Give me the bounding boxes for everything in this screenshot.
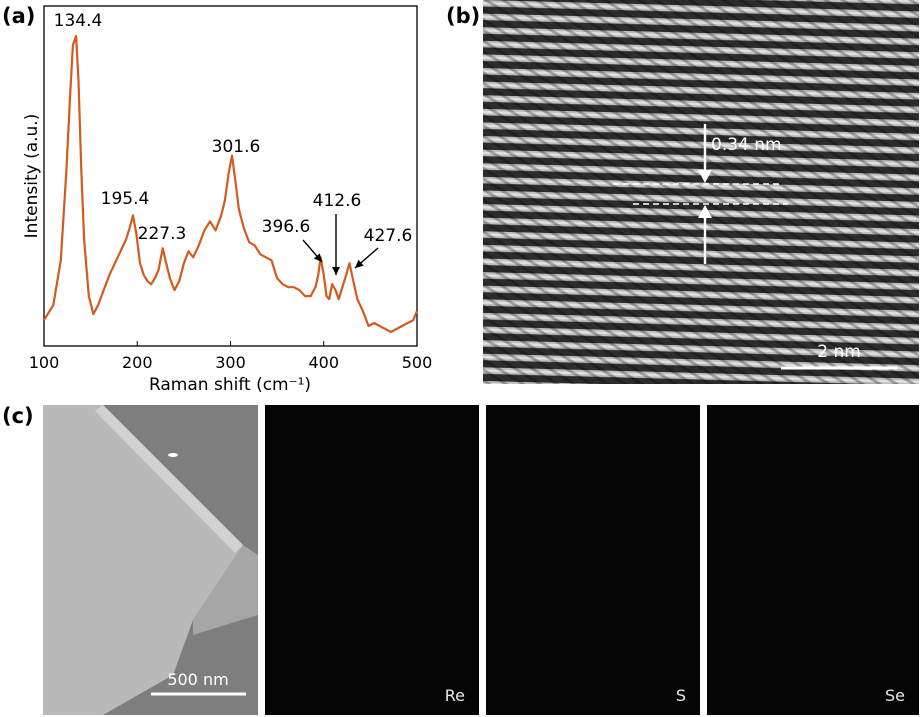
panel-label-c: (c) (2, 404, 34, 428)
eds-map-s-label: S (675, 686, 686, 705)
peak-arrowhead (332, 267, 340, 275)
x-tick-label: 300 (215, 353, 246, 372)
flake-step (193, 545, 258, 635)
eds-map-re-label: Re (444, 686, 465, 705)
hrtem-image: 0.34 nm 2 nm (483, 0, 919, 384)
hrtem-scale-label: 2 nm (817, 342, 861, 362)
raman-chart: 100 200 300 400 500 134.4 195.4 227.3 301.6 396.… (22, 5, 433, 395)
peak-label: 195.4 (101, 189, 150, 209)
eds-map-se-label: Se (885, 686, 905, 705)
peak-label: 427.6 (364, 226, 413, 246)
x-tick-label: 100 (29, 353, 60, 372)
peak-label: 301.6 (212, 137, 261, 157)
x-tick-label: 500 (402, 353, 433, 372)
peak-label: 412.6 (313, 191, 362, 211)
peak-arrowhead (313, 253, 322, 262)
x-tick-label: 400 (308, 353, 339, 372)
panel-label-a: (a) (2, 4, 36, 28)
eds-map-re: Re (265, 405, 479, 715)
sem-scale-label: 500 nm (167, 670, 228, 689)
x-axis-label: Raman shift (cm⁻¹) (149, 375, 311, 395)
peak-label: 396.6 (262, 217, 311, 237)
y-axis-label: Intensity (a.u.) (22, 114, 42, 239)
plot-frame (43, 5, 418, 347)
peak-label: 227.3 (138, 224, 187, 244)
x-axis-ticks: 100 200 300 400 500 (29, 341, 433, 372)
peak-arrowhead (355, 259, 364, 268)
eds-map-s: S (486, 405, 700, 715)
lattice-texture (483, 0, 919, 384)
peak-label: 134.4 (54, 11, 103, 31)
panel-label-b: (b) (446, 4, 481, 28)
lattice-spacing-label: 0.34 nm (711, 135, 782, 155)
sem-image: 500 nm (43, 405, 258, 715)
eds-map-se: Se (707, 405, 919, 715)
flake-edge (95, 405, 243, 553)
spacing-arrowhead-bottom (698, 205, 712, 218)
raman-series-line (43, 34, 419, 334)
x-tick-label: 200 (122, 353, 153, 372)
flake-surface (43, 405, 243, 715)
surface-particle (168, 453, 178, 457)
spacing-arrowhead-top (698, 170, 712, 183)
